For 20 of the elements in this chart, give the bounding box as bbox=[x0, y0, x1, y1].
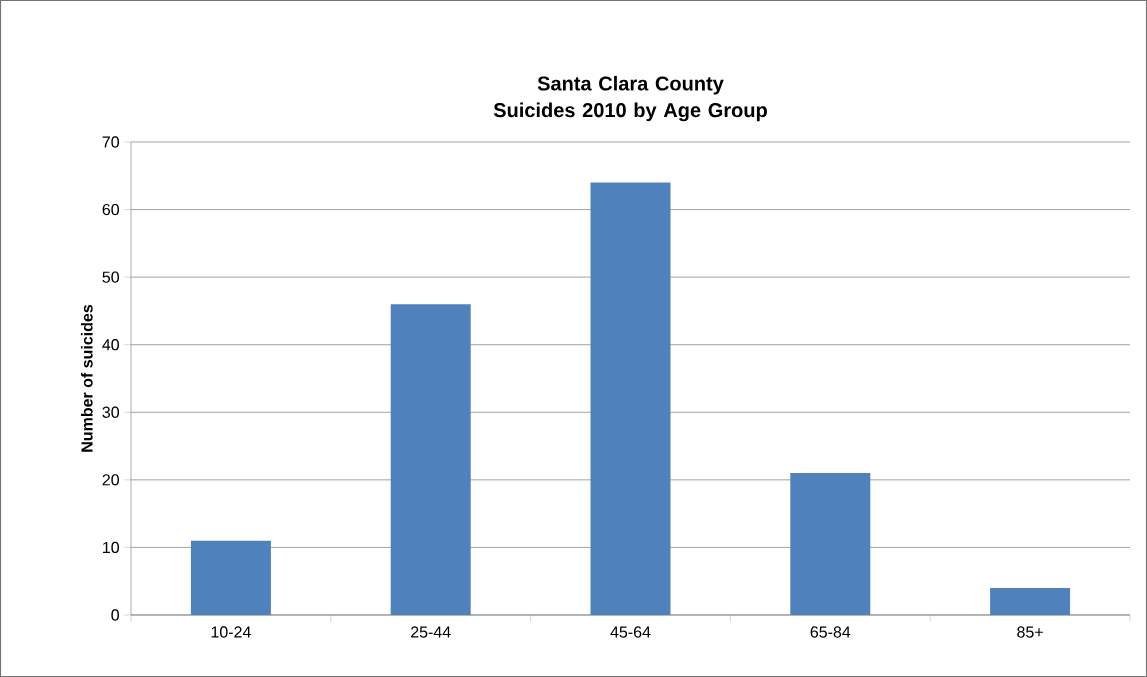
bar bbox=[190, 540, 271, 615]
x-tick-label: 45-64 bbox=[610, 626, 651, 638]
chart-title: Santa Clara County Suicides 2010 by Age Group bbox=[493, 75, 767, 122]
y-tick-label: 20 bbox=[102, 474, 120, 486]
y-tick-label: 10 bbox=[103, 541, 120, 554]
y-tick-label: 60 bbox=[102, 203, 120, 216]
y-tick-label: 40 bbox=[102, 339, 120, 351]
y-tick-label: 30 bbox=[102, 406, 120, 418]
x-tick-label: 10-24 bbox=[211, 626, 251, 638]
y-tick-label: 70 bbox=[102, 136, 120, 148]
y-tick-label: 0 bbox=[111, 609, 120, 621]
bar bbox=[590, 182, 671, 615]
bar bbox=[790, 473, 871, 615]
bar bbox=[390, 304, 471, 615]
x-tick-label: 25-44 bbox=[411, 626, 451, 638]
x-tick-label: 85+ bbox=[1017, 626, 1043, 638]
bar bbox=[990, 587, 1071, 615]
y-tick-label: 50 bbox=[102, 271, 120, 283]
x-tick-label: 65-84 bbox=[810, 626, 851, 638]
y-axis-title: Number of suicides bbox=[80, 304, 93, 452]
